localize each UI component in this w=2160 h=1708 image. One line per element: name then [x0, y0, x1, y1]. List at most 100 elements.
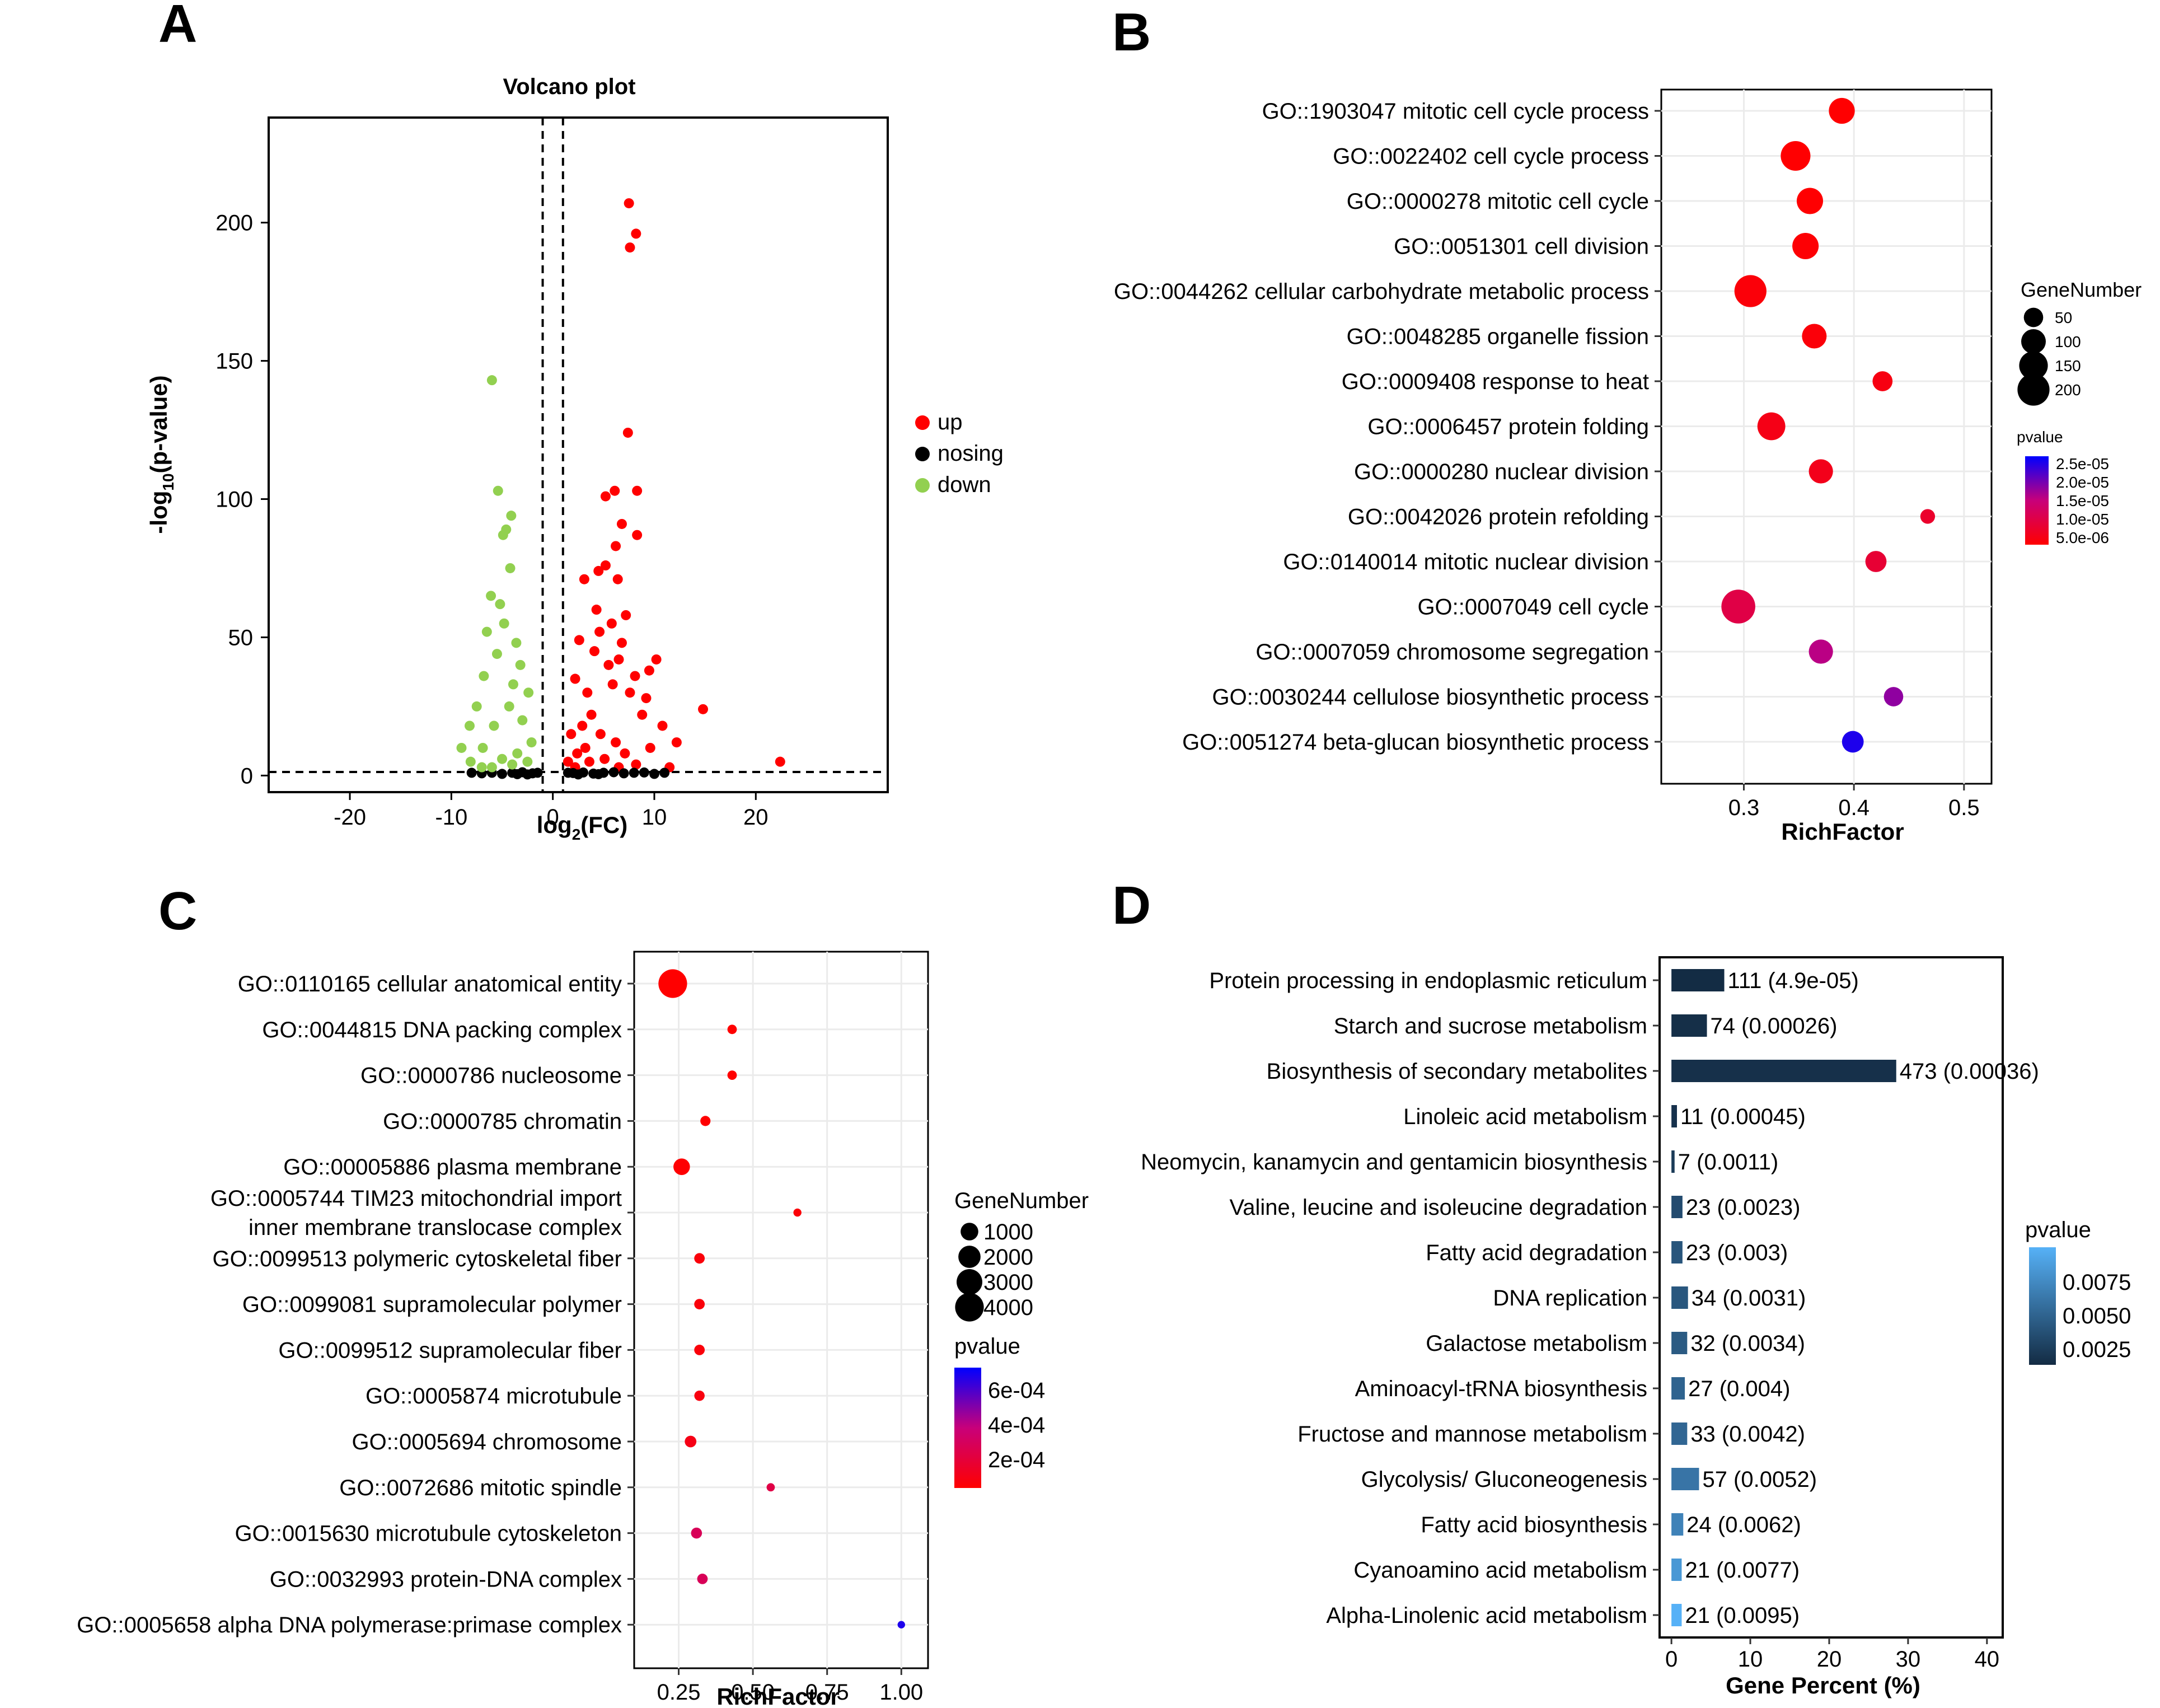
panel-b-color-legend-label: 1.5e-05: [2056, 492, 2109, 509]
volcano-point-up: [584, 756, 594, 767]
volcano-ylabel: -log10(p-value): [146, 375, 177, 534]
panel-d-color-legend-label: 0.0075: [2063, 1270, 2131, 1295]
volcano-xtick-label: -10: [435, 805, 467, 830]
volcano-point-up: [599, 754, 610, 764]
panel-b-term-label: GO::0007049 cell cycle: [1417, 595, 1649, 620]
panel-c-dot: [694, 1253, 705, 1264]
panel-b-xtick-label: 0.5: [1948, 795, 1980, 820]
panel-b-dot: [1829, 97, 1855, 124]
volcano-point-nosing: [573, 769, 583, 780]
panel-d-xtick-label: 30: [1896, 1647, 1921, 1672]
panel-c-term-label: GO::0072686 mitotic spindle: [339, 1476, 622, 1500]
volcano-point-down: [497, 754, 508, 764]
volcano-point-down: [489, 720, 499, 731]
panel-b-term-label: GO::0051274 beta-glucan biosynthetic pro…: [1182, 730, 1649, 755]
panel-c-size-legend-label: 3000: [983, 1270, 1033, 1295]
panel-c-term-label: GO::0005744 TIM23 mitochondrial import in…: [210, 1186, 622, 1240]
panel-c-color-legend-label: 4e-04: [988, 1413, 1045, 1438]
panel-letter-a: A: [158, 0, 197, 54]
panel-d-pathway-label: Protein processing in endoplasmic reticu…: [1209, 968, 1647, 993]
panel-d-bar-value: 57 (0.0052): [1702, 1467, 1817, 1492]
panel-d-bar-value: 34 (0.0031): [1692, 1286, 1806, 1311]
panel-d-bar-value: 32 (0.0034): [1690, 1331, 1805, 1356]
panel-d-pathway-label: Fatty acid degradation: [1426, 1241, 1647, 1265]
legend-nosing-swatch: [915, 447, 930, 461]
volcano-point-up: [610, 485, 620, 496]
panel-c-size-legend-label: 1000: [983, 1220, 1033, 1244]
panel-b-term-label: GO::0048285 organelle fission: [1347, 325, 1649, 349]
panel-c-dot: [793, 1208, 802, 1217]
volcano-point-up: [593, 565, 604, 576]
panel-c-term-label: GO::0005874 microtubule: [366, 1384, 622, 1408]
panel-b-size-legend-dot: [2017, 373, 2050, 406]
panel-d-bar: [1671, 1559, 1682, 1581]
panel-b-legends: GeneNumber pvalue 50 100 150 200 2.5e-05 2.0e…: [2017, 278, 2142, 546]
volcano-point-up: [775, 756, 785, 767]
panel-c-xtick-label: 0.25: [657, 1680, 701, 1705]
volcano-point-up: [657, 720, 668, 731]
volcano-ytick-label: 150: [215, 349, 253, 374]
volcano-xtick-label: 10: [642, 805, 667, 830]
volcano-point-up: [606, 618, 617, 629]
volcano-point-down: [471, 701, 482, 712]
panel-letter-d: D: [1112, 876, 1151, 935]
panel-c-xtick-label: 0.75: [805, 1680, 849, 1705]
panel-c-term-label: GO::0000786 nucleosome: [360, 1064, 622, 1088]
panel-c-colorbar: [954, 1368, 981, 1488]
volcano-ytick-label: 50: [228, 625, 254, 650]
panel-c-xtick-label: 1.00: [879, 1680, 923, 1705]
panel-d-bar-value-labels: 111 (4.9e-05) 74 (0.00026) 473 (0.00036) 11…: [1678, 968, 2039, 1628]
panel-b-colorbar: [2025, 456, 2049, 545]
panel-b-term-label: GO::0022402 cell cycle process: [1333, 144, 1649, 169]
panel-b-term-labels: GO::1903047 mitotic cell cycle processGO…: [1114, 99, 1661, 755]
panel-c-dot: [658, 969, 687, 998]
legend-up-swatch: [915, 415, 930, 430]
volcano-point-down: [504, 701, 514, 712]
volcano-xtick-label: 0: [547, 805, 559, 830]
panel-c-x-ticks: 0.25 0.50 0.75 1.00: [657, 1668, 923, 1705]
volcano-point-nosing: [639, 767, 649, 778]
panel-b-dot: [1802, 324, 1827, 349]
volcano-point-up: [637, 709, 648, 720]
panel-d-bar-value: 27 (0.004): [1688, 1377, 1790, 1401]
panel-d-bar: [1671, 1513, 1684, 1536]
panel-d-pathway-label: Alpha-Linolenic acid metabolism: [1326, 1603, 1647, 1628]
panel-c-size-legend-label: 4000: [983, 1295, 1033, 1320]
panel-d-bar: [1671, 1604, 1682, 1626]
panel-c-dot: [694, 1299, 705, 1309]
volcano-title: Volcano plot: [503, 74, 635, 99]
volcano-point-up: [570, 673, 580, 684]
volcano-plot-area: [268, 116, 889, 793]
panel-d-bar: [1671, 1060, 1896, 1082]
volcano-point-down: [522, 756, 533, 767]
volcano-point-up: [586, 709, 597, 720]
panel-d-pathway-label: Fatty acid biosynthesis: [1421, 1513, 1647, 1537]
volcano-point-down: [486, 762, 497, 773]
volcano-point-down: [523, 687, 534, 698]
volcano-xtick-label: 20: [743, 805, 769, 830]
panel-d-bar: [1671, 1468, 1699, 1490]
volcano-point-up: [563, 756, 573, 767]
panel-b-color-legend-label: 2.5e-05: [2056, 455, 2109, 472]
panel-b-size-legend-label: 100: [2055, 333, 2081, 350]
volcano-point-up: [616, 638, 627, 648]
volcano-point-down: [505, 563, 516, 573]
volcano-point-up: [632, 485, 643, 496]
panel-c-size-legend-dot: [958, 1246, 981, 1268]
volcano-point-nosing: [593, 769, 604, 779]
panel-c-term-label: GO::0005694 chromosome: [352, 1430, 622, 1454]
panel-b-size-legend-title: GeneNumber: [2021, 278, 2142, 301]
panel-c-xtick-label: 0.50: [731, 1680, 775, 1705]
panel-d-kegg: Protein processing in endoplasmic reticu…: [1141, 956, 2131, 1698]
panel-d-bar: [1671, 1241, 1683, 1264]
volcano-point-nosing: [522, 769, 533, 780]
panel-c-size-legend-label: 2000: [983, 1245, 1033, 1270]
panel-c-term-label: GO::0032993 protein-DNA complex: [270, 1567, 622, 1592]
volcano-point-up: [591, 605, 602, 615]
panel-d-xlabel: Gene Percent (%): [1726, 1672, 1920, 1698]
panel-b-size-legend-dot: [2021, 329, 2046, 354]
panel-b-dot: [1792, 232, 1819, 260]
panel-c-dot: [685, 1435, 697, 1448]
